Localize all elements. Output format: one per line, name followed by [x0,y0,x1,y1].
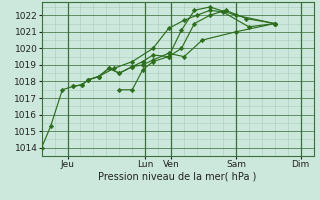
X-axis label: Pression niveau de la mer( hPa ): Pression niveau de la mer( hPa ) [99,172,257,182]
